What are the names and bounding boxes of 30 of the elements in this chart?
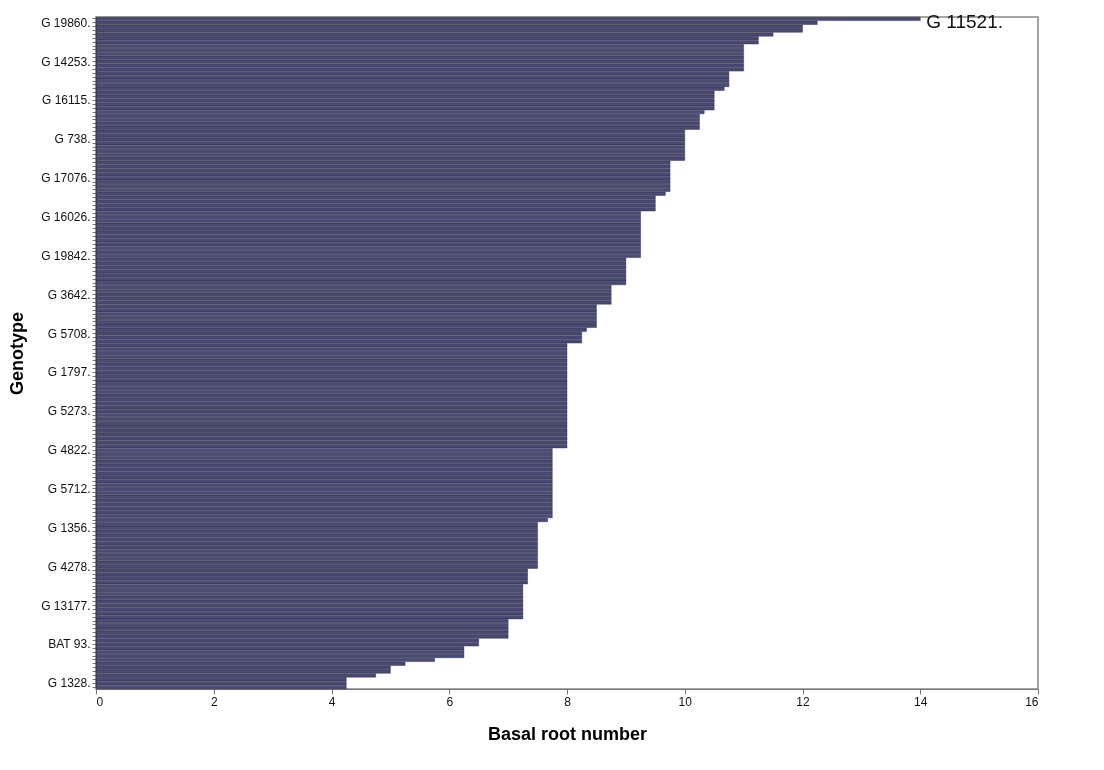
y-tick-label: G 17076. <box>41 171 91 186</box>
y-tick-label: G 4278. <box>47 559 91 574</box>
x-tick-label: 2 <box>210 694 218 709</box>
y-tick-label: G 738. <box>54 132 91 147</box>
x-tick-label: 0 <box>96 694 104 709</box>
y-tick-label: G 13177. <box>41 598 91 613</box>
y-tick-label: BAT 93. <box>48 637 91 652</box>
y-tick-label: G 1328. <box>47 676 91 691</box>
y-tick-label: G 19842. <box>41 248 91 263</box>
y-tick-label: G 5712. <box>47 481 91 496</box>
x-tick-label: 4 <box>328 694 336 709</box>
annotation: G 11521. <box>926 10 1004 32</box>
x-tick-label: 12 <box>796 694 810 709</box>
y-tick-label: G 14253. <box>41 54 91 69</box>
x-tick-label: 6 <box>446 694 454 709</box>
x-axis-title: Basal root number <box>487 723 648 744</box>
y-tick-label: G 3642. <box>47 287 91 302</box>
x-tick-label: 10 <box>678 694 693 709</box>
y-tick-label: G 16115. <box>42 93 91 108</box>
y-tick-label: G 4822. <box>47 443 91 458</box>
y-tick-label: G 1797. <box>47 365 91 380</box>
y-tick-label: G 5273. <box>47 404 91 419</box>
y-tick-label: G 5708. <box>47 326 91 341</box>
y-tick-label: G 19860. <box>41 15 91 30</box>
y-tick-label: G 1356. <box>47 520 91 535</box>
y-tick-label: G 16026. <box>41 210 91 225</box>
x-tick-label: 14 <box>914 694 928 709</box>
y-axis-title: Genotype <box>7 311 28 396</box>
x-tick-label: 8 <box>564 694 572 709</box>
x-tick-label: 16 <box>1025 694 1039 709</box>
